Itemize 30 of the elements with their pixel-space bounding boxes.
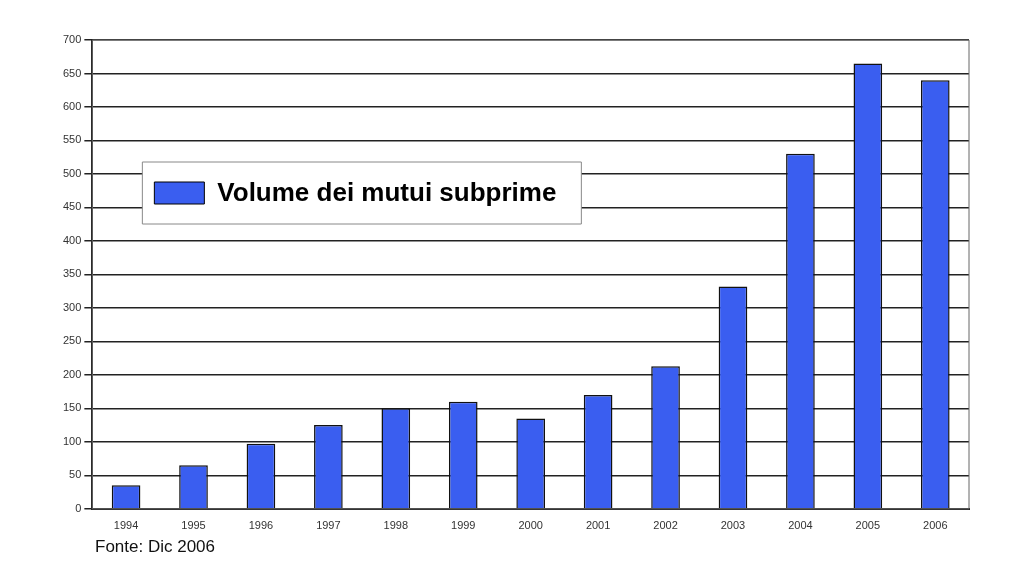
x-tick-label: 1995 <box>181 519 206 532</box>
x-tick-label: 2002 <box>653 519 678 532</box>
x-tick-label: 2004 <box>788 519 813 532</box>
y-tick-label: 200 <box>62 367 82 380</box>
y-tick-label: 350 <box>62 267 82 280</box>
x-tick-label: 1998 <box>383 519 409 532</box>
x-tick-label: 2006 <box>923 519 948 532</box>
x-tick-label: 1996 <box>248 519 274 532</box>
x-tick-label: 1994 <box>113 519 139 532</box>
y-tick-label: 500 <box>62 166 82 179</box>
y-tick-label: 300 <box>62 300 82 313</box>
x-tick-label: 2001 <box>585 519 611 532</box>
x-tick-label: 2003 <box>720 519 746 532</box>
source-note: Fonte: Dic 2006 <box>95 537 216 557</box>
x-tick-label: 2000 <box>518 519 543 532</box>
x-tick-label: 1997 <box>316 519 341 532</box>
y-tick-label: 600 <box>62 100 82 112</box>
x-tick-label: 2005 <box>855 519 881 532</box>
y-tick-label: 450 <box>62 200 82 213</box>
y-tick-label: 150 <box>62 401 82 414</box>
y-tick-label: 0 <box>75 501 82 514</box>
y-tick-label: 550 <box>62 133 82 146</box>
y-tick-label: 400 <box>62 233 82 246</box>
legend-label: Volume dei mutui subprime <box>217 177 557 208</box>
y-tick-label: 100 <box>62 434 82 447</box>
y-tick-label: 700 <box>62 33 82 46</box>
y-tick-label: 650 <box>62 66 82 79</box>
y-tick-label: 250 <box>62 334 82 347</box>
x-tick-label: 1999 <box>451 519 476 532</box>
y-tick-label: 50 <box>69 468 82 481</box>
